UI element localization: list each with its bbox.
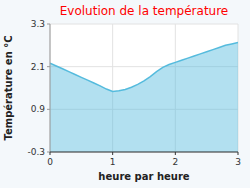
x-tick-label: 2 xyxy=(172,157,178,167)
x-tick-label: 1 xyxy=(110,157,116,167)
y-tick xyxy=(47,66,50,67)
chart: -0.3 0.9 2.1 3.3 0 1 2 3 Evolution de la tempéra… xyxy=(0,0,250,188)
series-group xyxy=(50,42,238,152)
area xyxy=(50,42,238,152)
line xyxy=(50,42,238,91)
x-tick xyxy=(50,152,51,155)
grid-line-y xyxy=(50,24,238,25)
x-tick xyxy=(175,152,176,155)
y-tick xyxy=(47,109,50,110)
y-tick-label: 2.1 xyxy=(31,62,45,72)
y-axis xyxy=(50,24,51,152)
y-tick-label: 0.9 xyxy=(31,104,46,114)
y-tick-label: 3.3 xyxy=(31,19,45,29)
x-axis xyxy=(50,152,238,153)
grid-line-x xyxy=(50,24,51,152)
x-tick xyxy=(112,152,113,155)
title: Evolution de la température xyxy=(60,4,229,18)
x-axis-label: heure par heure xyxy=(98,171,189,182)
x-tick-label: 0 xyxy=(47,157,53,167)
plot-area xyxy=(50,24,238,152)
x-tick-label: 3 xyxy=(235,157,241,167)
y-tick xyxy=(47,24,50,25)
y-axis-label: Température en °C xyxy=(3,35,14,140)
x-tick xyxy=(238,152,239,155)
y-tick-label: -0.3 xyxy=(27,147,45,157)
grid-line-y xyxy=(50,152,238,153)
